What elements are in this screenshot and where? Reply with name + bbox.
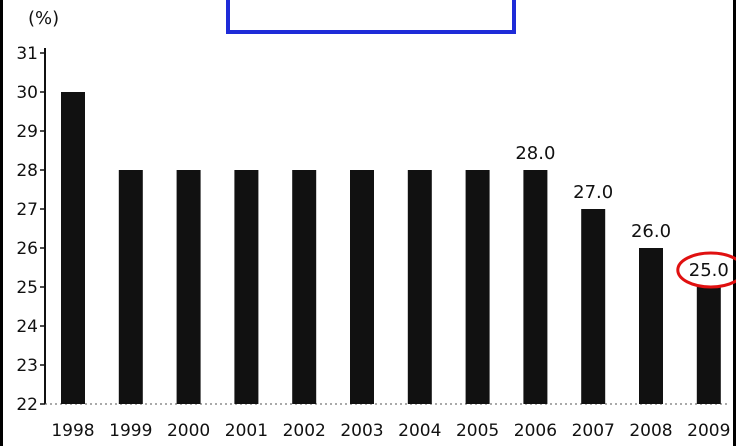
x-tick-labels: 1998 1999 2000 2001 2002 2003 2004 2005 2006 2007… [51,421,730,441]
y-tick-labels: 22 23 24 25 26 27 28 29 30 31 [16,44,45,415]
highlight-circle [676,251,736,289]
bar-2007 [581,209,606,404]
bar-2001 [234,170,259,404]
data-label-2009: 25.0 [689,260,729,281]
x-tick-label-2005: 2005 [456,421,499,441]
y-tick-label: 23 [16,356,38,376]
bar-2000 [176,170,201,404]
chart-title-box [226,0,516,34]
y-tick-label: 26 [16,239,38,259]
x-tick-label-2002: 2002 [283,421,326,441]
y-axis-unit-label: (%) [28,8,60,29]
bar-2003 [350,170,374,404]
axes [44,48,728,405]
x-tick-label-2001: 2001 [225,421,268,441]
bar-1998 [61,92,85,404]
y-tick-label: 27 [16,200,38,220]
x-tick-label-2008: 2008 [629,421,672,441]
bar-2005 [465,170,490,404]
y-tick-label: 25 [16,278,38,298]
x-tick-label-1998: 1998 [51,421,94,441]
x-tick-label-2004: 2004 [398,421,441,441]
y-tick-label: 29 [16,122,38,142]
bar-2008 [639,248,663,404]
x-tick-label-1999: 1999 [109,421,152,441]
y-tick-label: 30 [16,83,38,103]
bars [61,92,721,404]
x-tick-label-2003: 2003 [340,421,383,441]
y-tick-label: 31 [16,44,38,64]
y-tick-label: 24 [16,317,38,337]
bar-1999 [118,170,143,404]
bar-2009 [696,287,721,404]
x-tick-label-2009: 2009 [687,421,730,441]
bar-2002 [292,170,317,404]
x-tick-label-2006: 2006 [514,421,557,441]
x-tick-label-2007: 2007 [572,421,615,441]
bar-2006 [523,170,548,404]
data-label-2008: 26.0 [631,221,671,242]
data-label-2007: 27.0 [573,182,613,203]
y-tick-label: 28 [16,161,38,181]
x-tick-label-2000: 2000 [167,421,210,441]
bar-2004 [407,170,432,404]
data-label-2006: 28.0 [515,143,555,164]
y-tick-label: 22 [16,395,38,415]
data-labels: 28.0 27.0 26.0 25.0 [515,143,736,289]
